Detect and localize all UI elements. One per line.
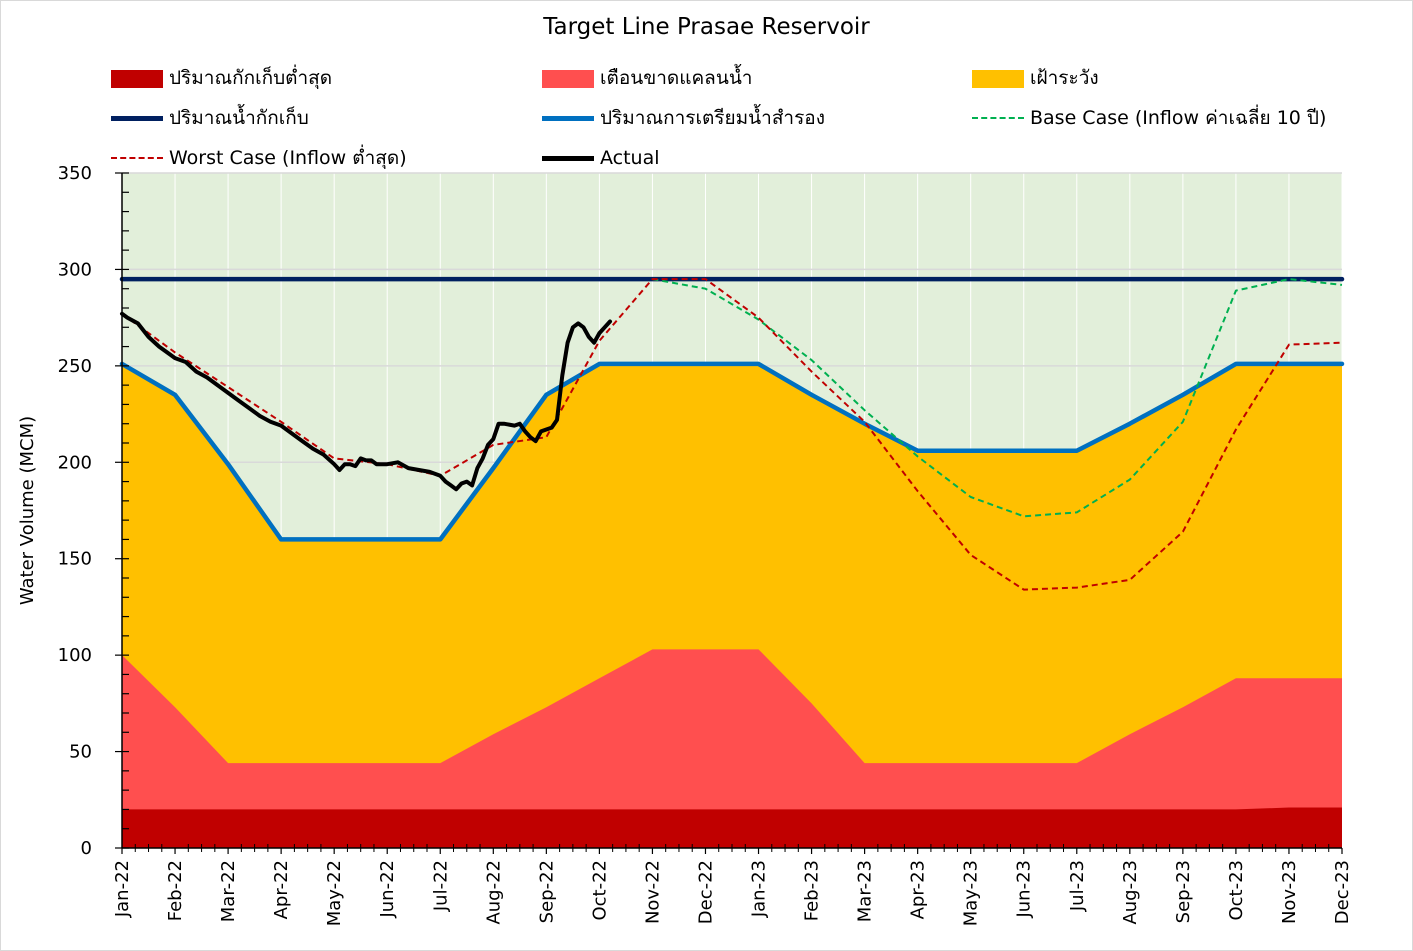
x-tick-label: Nov-23 [1279, 860, 1300, 924]
y-tick-label: 200 [58, 452, 92, 473]
legend-swatch-shortage-warning [542, 70, 594, 88]
x-tick-label: Jun-23 [1014, 860, 1035, 919]
x-tick-label: Dec-23 [1332, 860, 1353, 924]
x-tick-label: Aug-22 [483, 860, 504, 925]
legend-swatch-watch [972, 70, 1024, 88]
legend-label-storage-capacity: ปริมาณน้ำกักเก็บ [169, 107, 309, 129]
x-tick-label: Feb-23 [802, 860, 823, 921]
legend-label-watch: เฝ้าระวัง [1030, 67, 1099, 89]
y-tick-label: 300 [58, 259, 92, 280]
x-tick-label: Mar-23 [855, 860, 876, 922]
y-axis-title: Water Volume (MCM) [17, 416, 38, 605]
x-tick-label: Apr-23 [908, 860, 929, 919]
x-tick-label: Jan-22 [112, 860, 133, 918]
x-tick-label: Sep-22 [536, 860, 557, 923]
x-tick-label: May-23 [961, 860, 982, 926]
legend-swatch-worst-case [111, 157, 163, 159]
legend-label-base-case: Base Case (Inflow ค่าเฉลี่ย 10 ปี) [1030, 107, 1327, 129]
area-series-2 [122, 363, 1342, 848]
x-tick-label: Sep-23 [1173, 860, 1194, 923]
y-tick-label: 250 [58, 356, 92, 377]
x-tick-label: Aug-23 [1120, 860, 1141, 925]
x-tick-label: Mar-22 [218, 860, 239, 922]
legend-swatch-min-storage [111, 70, 163, 88]
x-tick-label: Nov-22 [642, 860, 663, 924]
legend-label-actual: Actual [600, 147, 660, 169]
y-tick-label: 50 [69, 742, 92, 763]
x-tick-label: Feb-22 [165, 860, 186, 921]
x-tick-label: Jul-23 [1067, 860, 1088, 912]
line-series-4 [119, 361, 1345, 542]
y-tick-label: 150 [58, 549, 92, 570]
x-tick-label: Jan-23 [749, 860, 770, 918]
legend-label-reserve-prep: ปริมาณการเตรียมน้ำสำรอง [600, 107, 825, 129]
y-tick-label: 100 [58, 645, 92, 666]
legend-swatch-actual [542, 156, 594, 161]
line-series-6 [121, 278, 1343, 591]
legend-label-min-storage: ปริมาณกักเก็บต่ำสุด [169, 67, 333, 89]
x-tick-label: Oct-23 [1226, 860, 1247, 921]
legend-swatch-storage-capacity [111, 116, 163, 121]
x-tick-label: Jun-22 [377, 860, 398, 919]
line-series-7 [120, 311, 612, 492]
area-series-0 [122, 807, 1342, 848]
legend-swatch-reserve-prep [542, 116, 594, 121]
x-tick-label: Dec-22 [695, 860, 716, 924]
x-tick-label: Apr-22 [271, 860, 292, 919]
line-series-5 [652, 278, 1343, 518]
legend-label-shortage-warning: เตือนขาดแคลนน้ำ [600, 67, 753, 89]
x-tick-label: May-22 [324, 860, 345, 926]
y-tick-label: 350 [58, 163, 92, 184]
chart-title: Target Line Prasae Reservoir [543, 14, 870, 40]
x-tick-label: Jul-22 [430, 860, 451, 912]
y-tick-label: 0 [81, 838, 92, 859]
legend-swatch-base-case [972, 117, 1024, 119]
x-tick-label: Oct-22 [589, 860, 610, 921]
area-series-1 [122, 649, 1342, 848]
legend-label-worst-case: Worst Case (Inflow ต่ำสุด) [169, 147, 407, 169]
